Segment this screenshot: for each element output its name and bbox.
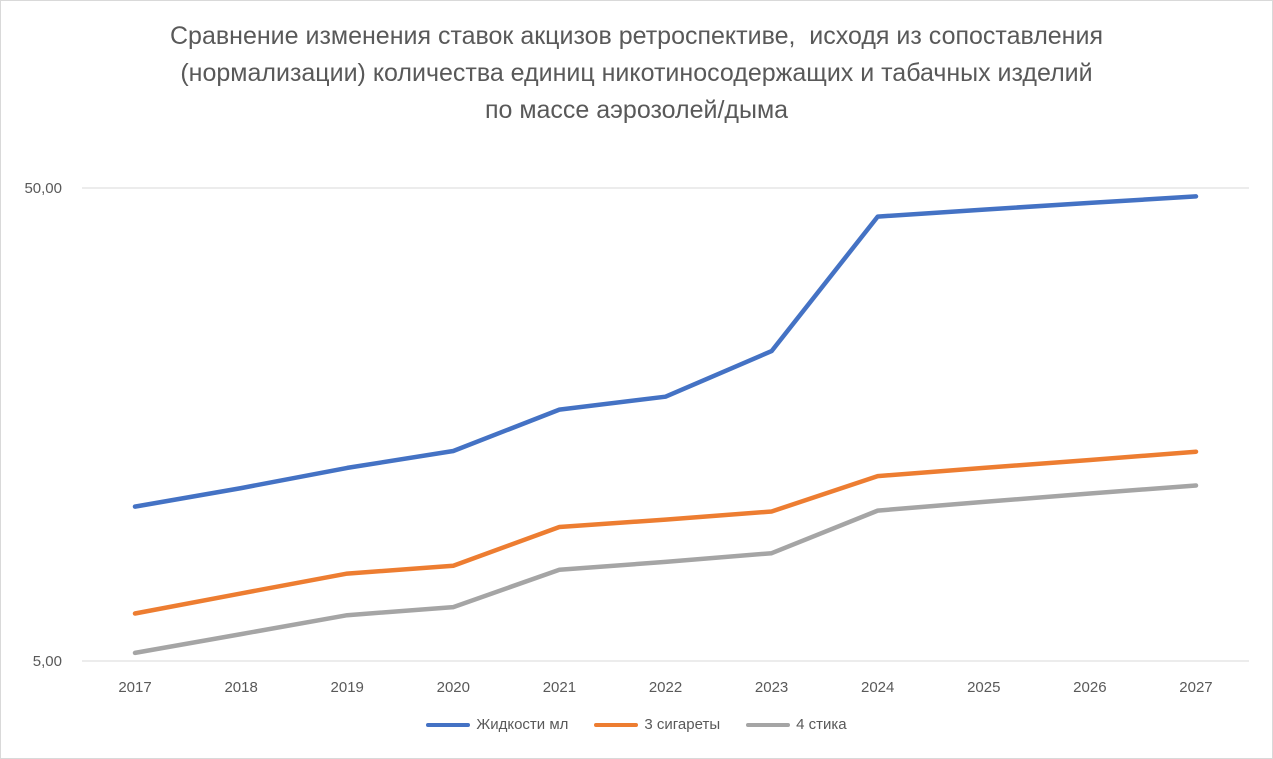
legend-swatch xyxy=(746,722,791,727)
legend-label: 4 стика xyxy=(796,716,847,733)
chart-title-line-1: Сравнение изменения ставок акцизов ретро… xyxy=(170,22,1103,50)
x-tick-label: 2021 xyxy=(543,679,576,696)
x-tick-label: 2023 xyxy=(755,679,788,696)
series-line-2 xyxy=(132,449,1199,616)
chart-title-line-3: по массе аэрозолей/дыма xyxy=(484,96,789,124)
x-tick-label: 2025 xyxy=(967,679,1000,696)
legend-item-2: 3 сигареты xyxy=(594,716,720,733)
legend-swatch xyxy=(594,722,639,727)
legend-item-1: Жидкости мл xyxy=(426,716,568,733)
series-line-3 xyxy=(132,483,1199,656)
x-tick-label: 2018 xyxy=(224,679,257,696)
series-line-1 xyxy=(132,194,1199,509)
legend-label: Жидкости мл xyxy=(476,716,569,733)
x-tick-label: 2019 xyxy=(331,679,364,696)
legend-swatch xyxy=(426,722,471,727)
x-tick-label: 2024 xyxy=(861,679,894,696)
x-tick-label: 2020 xyxy=(437,679,470,696)
x-tick-label: 2022 xyxy=(649,679,682,696)
y-tick-label: 50,00 xyxy=(24,180,62,197)
chart-title: Сравнение изменения ставок акцизов ретро… xyxy=(0,18,1273,129)
chart-legend: Жидкости мл 3 сигареты 4 стика xyxy=(0,716,1273,733)
x-tick-label: 2017 xyxy=(118,679,151,696)
x-tick-label: 2026 xyxy=(1073,679,1106,696)
y-tick-label: 5,00 xyxy=(33,653,62,670)
legend-label: 3 сигареты xyxy=(644,716,721,733)
legend-item-3: 4 стика xyxy=(746,716,847,733)
x-tick-label: 2027 xyxy=(1179,679,1212,696)
chart-title-line-2: (нормализации) количества единиц никотин… xyxy=(180,59,1093,87)
